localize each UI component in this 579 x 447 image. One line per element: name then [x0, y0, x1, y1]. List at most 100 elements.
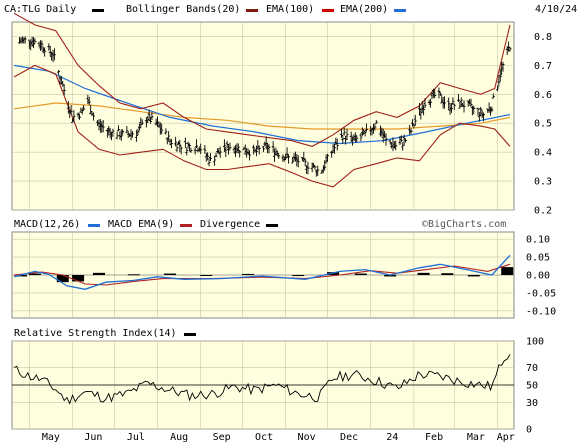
price-bar: [443, 96, 447, 109]
price-bar: [111, 128, 115, 137]
price-bar: [227, 143, 231, 155]
macd-signal-line: [13, 263, 511, 286]
price-bar: [479, 106, 483, 117]
price-bar: [108, 127, 112, 139]
price-bar: [339, 128, 343, 138]
rsi-y-tick: 30: [526, 398, 538, 409]
price-y-tick: 0.5: [534, 119, 552, 130]
price-bars-layer: [18, 36, 512, 177]
price-bar: [422, 104, 426, 116]
price-bar: [364, 123, 368, 132]
grid-layer: [12, 22, 514, 430]
chart-date: 4/10/24: [535, 4, 578, 15]
price-bar: [332, 143, 336, 154]
price-bar: [208, 152, 212, 162]
price-bar: [228, 142, 232, 150]
divergence-bar: [467, 275, 480, 277]
price-bar: [206, 152, 210, 161]
price-bar: [165, 137, 169, 145]
x-axis-label: 24: [386, 432, 398, 443]
price-bar: [33, 38, 37, 44]
bigcharts-watermark: ©BigCharts.com: [422, 219, 507, 230]
legend-ema100-label: EMA(100): [266, 4, 315, 15]
price-y-tick: 0.8: [534, 32, 552, 43]
price-bar: [179, 145, 183, 155]
price-bar: [345, 128, 349, 141]
bollinger-upper-line: [13, 12, 511, 147]
price-bar: [438, 91, 442, 96]
price-bar: [119, 129, 123, 141]
price-bar: [306, 161, 310, 175]
divergence-bar: [28, 273, 41, 275]
price-bar: [43, 47, 47, 57]
divergence-bar: [200, 275, 213, 276]
price-bar: [360, 127, 364, 136]
x-axis-label: Dec: [340, 432, 358, 443]
price-panel: [11, 21, 515, 211]
price-bar: [296, 155, 300, 168]
price-bar: [490, 106, 494, 113]
price-bar: [222, 139, 226, 153]
bollinger-lower-line: [13, 64, 511, 188]
price-bar: [238, 149, 242, 158]
ticker-swatch: [92, 9, 104, 12]
price-bar: [449, 103, 453, 113]
price-bar: [482, 112, 486, 122]
price-bar: [325, 153, 329, 162]
macd-y-tick: 0.10: [526, 235, 550, 246]
price-bar: [87, 96, 91, 106]
price-bar: [508, 46, 512, 52]
price-bar: [267, 144, 271, 154]
price-bar: [164, 128, 168, 135]
ticker-label: CA:TLG Daily: [4, 4, 77, 15]
price-bar: [121, 129, 125, 136]
macd-legend-swatch: [88, 224, 100, 227]
rsi-line: [13, 354, 511, 405]
rsi-y-tick: 100: [526, 337, 544, 348]
price-bar: [183, 137, 187, 149]
price-bar: [316, 165, 320, 176]
legend-ema100-swatch: [322, 9, 334, 12]
legend-ema200-swatch: [394, 9, 406, 12]
price-bar: [125, 126, 129, 133]
price-bar: [149, 116, 153, 124]
price-bar: [394, 140, 398, 151]
divergence-bar: [164, 273, 177, 275]
price-bar: [286, 154, 290, 164]
macd-y-tick: 0.00: [526, 271, 550, 282]
price-bar: [498, 69, 502, 82]
price-y-tick: 0.4: [534, 148, 552, 159]
price-bar: [135, 129, 139, 142]
price-bar: [247, 150, 251, 161]
divergence-bar: [354, 273, 367, 275]
price-bar: [363, 130, 367, 137]
price-bar: [188, 143, 192, 151]
price-bar: [472, 105, 476, 115]
price-bar: [384, 133, 388, 146]
price-y-tick: 0.2: [534, 206, 552, 217]
macd-y-tick: -0.10: [526, 306, 556, 317]
ema100-line: [13, 102, 511, 130]
price-bar: [277, 153, 281, 159]
divergence-bar: [56, 275, 69, 283]
price-bar: [72, 110, 76, 123]
price-bar: [275, 150, 279, 157]
price-bar: [175, 143, 179, 152]
price-bar: [57, 69, 61, 75]
price-bar: [77, 113, 81, 120]
price-bar: [423, 98, 427, 109]
divergence-bar: [384, 275, 397, 277]
ema200-line: [13, 64, 511, 145]
price-bar: [199, 143, 203, 154]
macd-line: [13, 254, 511, 290]
price-bar: [167, 131, 171, 141]
price-bar: [252, 144, 256, 155]
price-bar: [62, 84, 66, 96]
price-bar: [399, 135, 403, 142]
price-bar: [254, 145, 258, 157]
price-bar: [82, 105, 86, 111]
price-bar: [115, 131, 119, 140]
price-bar: [174, 136, 178, 147]
